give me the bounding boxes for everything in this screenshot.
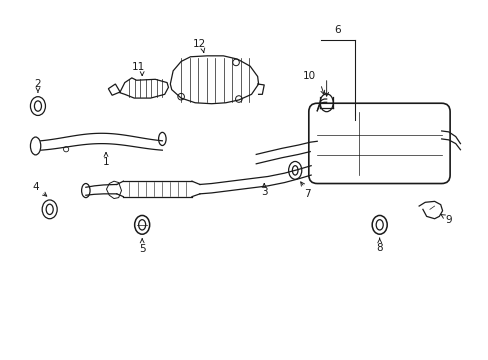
Text: 9: 9 <box>445 215 451 225</box>
Text: 6: 6 <box>333 24 340 35</box>
Polygon shape <box>108 84 120 95</box>
Text: 2: 2 <box>35 79 41 89</box>
Text: 1: 1 <box>102 157 109 167</box>
Text: 4: 4 <box>32 182 39 192</box>
Text: 7: 7 <box>304 189 310 199</box>
Polygon shape <box>170 56 258 104</box>
Text: 11: 11 <box>132 62 145 72</box>
Text: 8: 8 <box>376 243 382 253</box>
Text: 12: 12 <box>193 39 206 49</box>
Text: 3: 3 <box>261 187 267 197</box>
Text: 10: 10 <box>302 72 315 81</box>
Polygon shape <box>106 181 121 199</box>
Polygon shape <box>118 78 168 98</box>
Text: 5: 5 <box>139 244 145 254</box>
